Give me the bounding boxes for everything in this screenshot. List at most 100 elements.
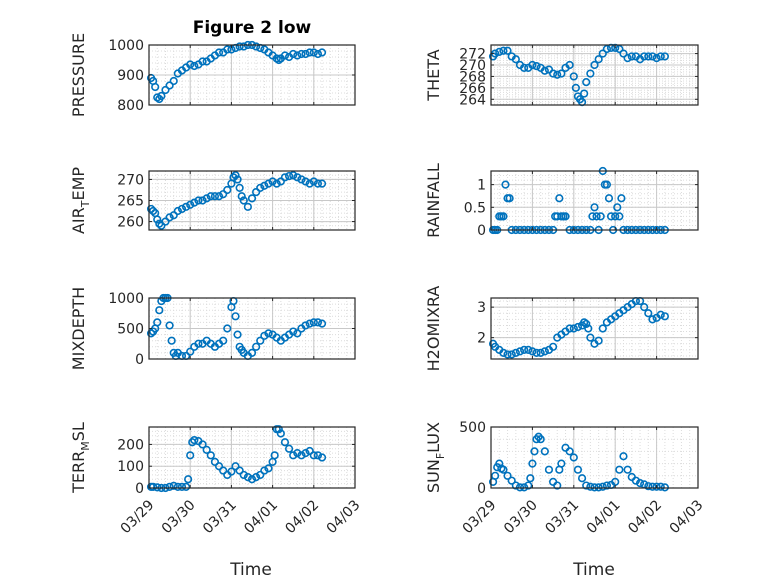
data-point <box>598 324 607 333</box>
data-point <box>157 91 166 101</box>
data-point <box>586 482 595 491</box>
data-point <box>198 196 207 205</box>
x-axis-label-left: Time <box>229 560 272 580</box>
data-point <box>186 451 195 460</box>
data-point <box>190 198 199 207</box>
subplot-mixdepth: 0 500 1000 MIXDEPTH <box>69 287 356 370</box>
data-point <box>623 465 632 474</box>
y-axis-label: AIRTEMP <box>69 167 92 234</box>
data-point <box>577 474 587 483</box>
data-point <box>177 204 187 214</box>
data-point <box>289 451 298 460</box>
data-point <box>540 447 549 456</box>
data-point <box>313 318 323 327</box>
data-point <box>313 49 323 59</box>
data-points <box>146 425 327 493</box>
data-point <box>151 82 160 92</box>
data-point <box>582 78 591 87</box>
data-point <box>198 57 207 66</box>
data-point <box>586 69 595 78</box>
y-axis-label: TERRMSL <box>69 422 92 494</box>
data-point <box>210 457 220 466</box>
data-point <box>660 312 669 321</box>
y-tick-label: 100 <box>117 459 144 475</box>
data-point <box>252 342 261 351</box>
data-point <box>580 89 589 98</box>
y-axis-label: MIXDEPTH <box>69 287 88 370</box>
data-point <box>239 42 248 51</box>
data-point <box>184 475 193 484</box>
data-point <box>532 348 541 358</box>
y-axis-label: H2OMIXRA <box>424 286 443 372</box>
data-point <box>237 192 246 201</box>
data-point <box>284 444 294 453</box>
data-point <box>565 447 574 456</box>
data-point <box>611 212 620 221</box>
data-point <box>553 70 562 79</box>
data-point <box>301 449 310 458</box>
data-point <box>272 179 281 188</box>
data-point <box>256 336 265 345</box>
data-point <box>229 173 238 182</box>
data-point <box>619 49 628 58</box>
plot-area <box>491 171 698 230</box>
data-point <box>231 462 240 471</box>
data-point <box>619 452 628 461</box>
data-point <box>202 194 211 203</box>
data-point <box>507 476 516 485</box>
data-point <box>526 474 535 483</box>
data-point <box>165 321 174 330</box>
data-point <box>235 183 244 192</box>
y-tick-label: 0.5 <box>464 200 486 216</box>
y-tick-label: 0 <box>477 481 486 497</box>
data-point <box>596 212 605 221</box>
y-tick-label: 264 <box>459 92 486 108</box>
data-point <box>615 44 624 54</box>
data-point <box>247 475 257 484</box>
data-point <box>511 481 520 490</box>
data-point <box>495 459 504 468</box>
data-point <box>499 348 508 358</box>
data-point <box>627 52 636 61</box>
data-point <box>268 177 277 186</box>
data-point <box>660 52 669 61</box>
data-point <box>155 306 164 315</box>
data-point <box>165 81 174 90</box>
data-point <box>214 192 224 201</box>
y-tick-label: 200 <box>117 437 144 453</box>
data-point <box>544 465 554 474</box>
data-point <box>520 345 529 354</box>
data-point <box>594 55 603 64</box>
data-point <box>153 318 162 327</box>
data-points <box>146 171 327 230</box>
data-point <box>317 453 327 462</box>
data-point <box>602 44 612 54</box>
y-tick-label: 500 <box>459 420 486 436</box>
data-point <box>233 330 242 339</box>
data-point <box>190 435 199 445</box>
data-point <box>167 336 176 345</box>
data-point <box>223 185 232 195</box>
data-point <box>644 52 653 61</box>
data-point <box>165 213 174 222</box>
data-point <box>644 309 653 318</box>
data-point <box>301 321 310 330</box>
data-point <box>165 482 174 492</box>
data-point <box>528 347 537 356</box>
data-point <box>190 61 199 71</box>
subplot-pressure: 800 900 1000 PRESSURE Figure 2 low <box>69 18 356 117</box>
data-point <box>640 303 649 312</box>
data-point <box>198 440 207 449</box>
subplot-rainfall: 0 0.5 1 RAINFALL <box>424 163 699 239</box>
data-point <box>219 466 228 475</box>
data-point <box>247 348 257 358</box>
data-point <box>652 54 661 63</box>
data-point <box>186 347 195 356</box>
data-point <box>239 196 248 205</box>
y-tick-label: 1 <box>477 178 486 194</box>
y-axis-label: RAINFALL <box>424 163 443 238</box>
data-point <box>569 453 578 462</box>
data-point <box>524 481 533 490</box>
data-point <box>297 175 306 184</box>
y-tick-label: 1000 <box>108 291 144 307</box>
